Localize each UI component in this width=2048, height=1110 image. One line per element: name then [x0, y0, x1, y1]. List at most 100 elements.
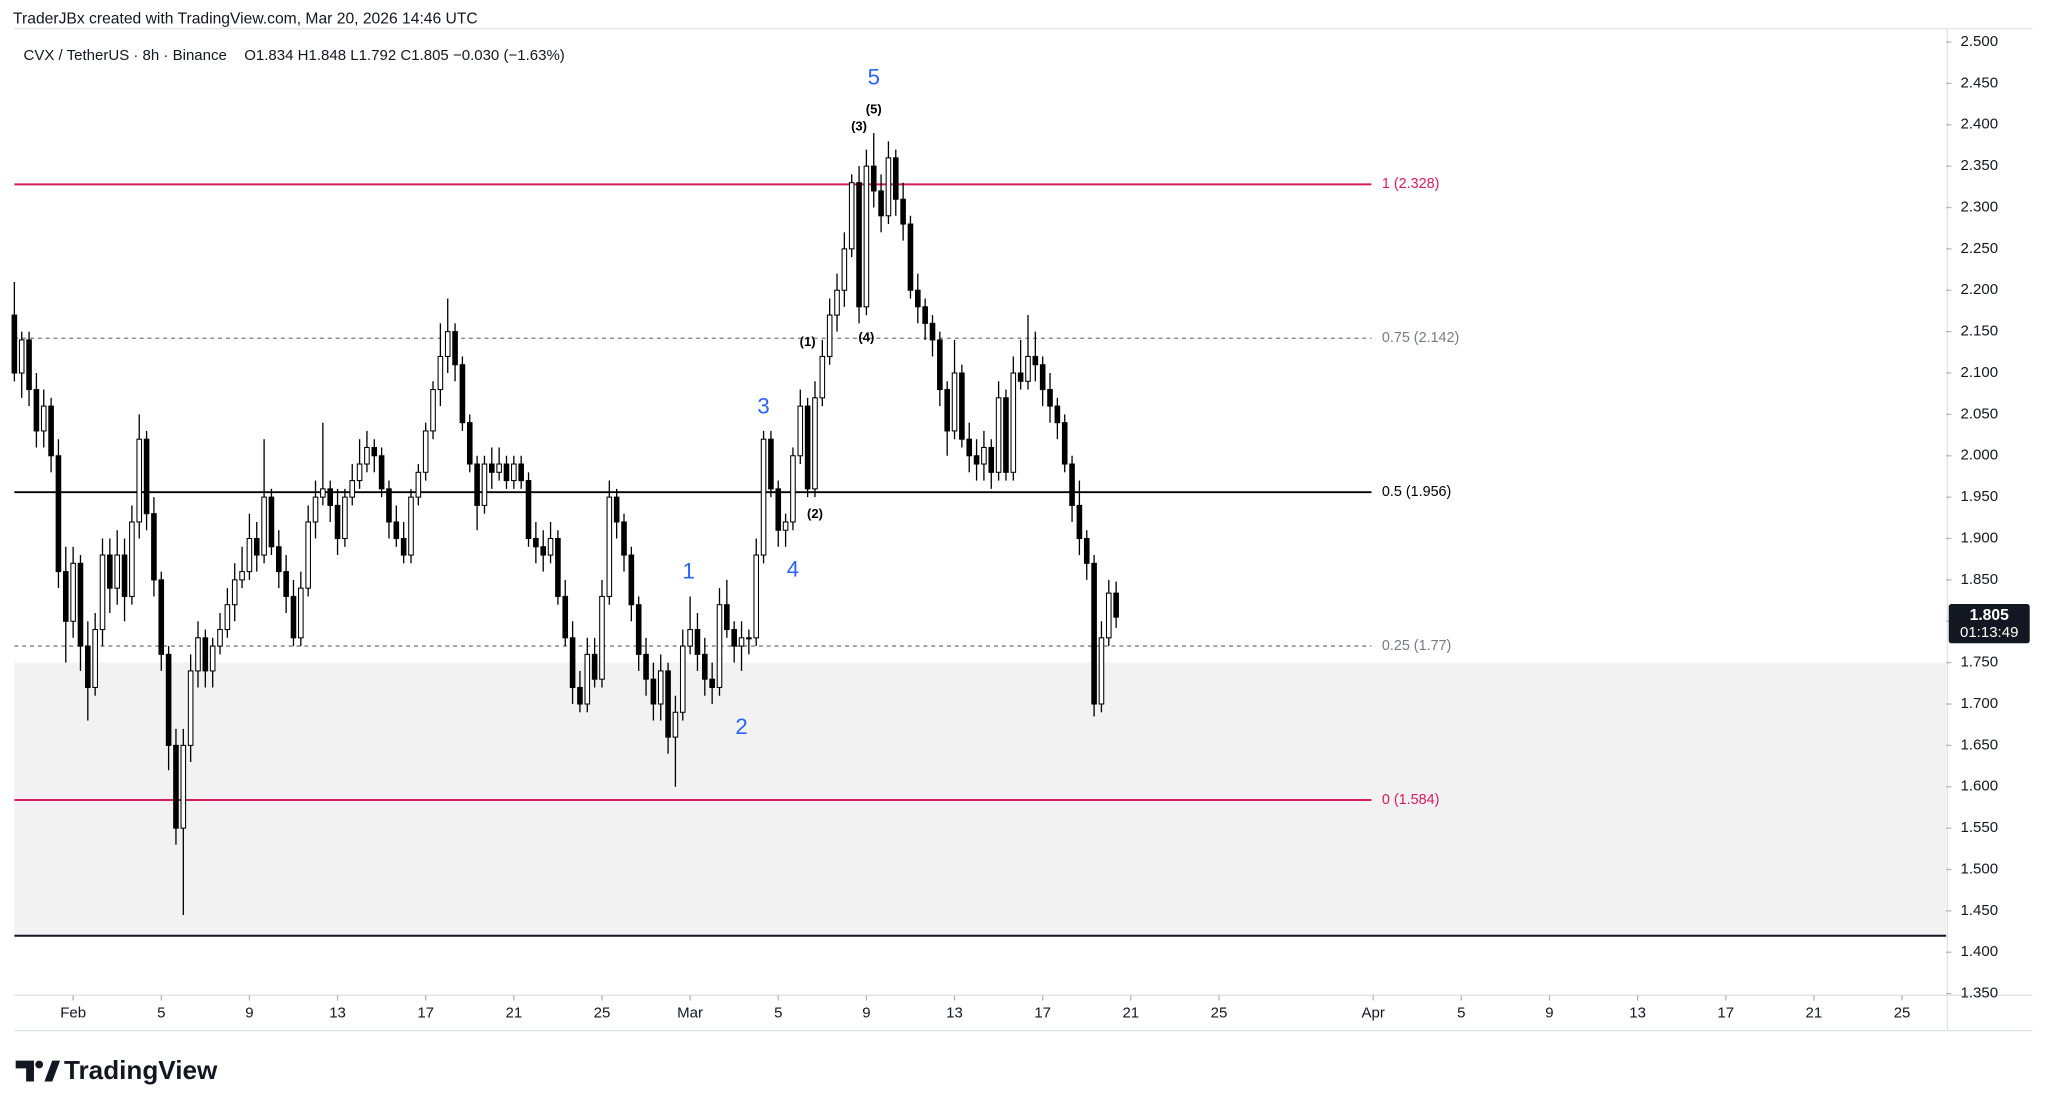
- candle-body: [1003, 397, 1009, 473]
- x-tick-label: 13: [946, 1005, 963, 1022]
- candle-body: [577, 686, 583, 705]
- wave-label: 1: [682, 558, 694, 583]
- candle-body: [606, 496, 613, 597]
- candle-body: [430, 389, 436, 432]
- x-tick-label: Apr: [1362, 1005, 1385, 1022]
- candle-body: [988, 446, 995, 473]
- candle-body: [158, 579, 165, 655]
- y-tick-label: 1.450: [1960, 902, 1998, 919]
- candle-body: [444, 331, 451, 357]
- candle-body: [878, 190, 884, 217]
- y-tick-label: 1.700: [1960, 695, 1998, 712]
- candle-body: [180, 744, 187, 829]
- logo-mark: [15, 1060, 34, 1082]
- candle-body: [268, 496, 275, 548]
- x-tick-label: 17: [417, 1005, 434, 1022]
- y-tick-label: 1.400: [1960, 943, 1998, 960]
- candle-body: [1113, 592, 1119, 618]
- x-tick-label: 17: [1034, 1005, 1051, 1022]
- candle-body: [202, 637, 209, 672]
- y-tick-label: 1.900: [1960, 529, 1998, 546]
- candle-body: [1083, 537, 1090, 564]
- candle-body: [386, 488, 392, 523]
- y-tick-label: 1.550: [1960, 819, 1998, 836]
- candle-body: [400, 537, 407, 556]
- candle-body: [650, 678, 657, 705]
- y-tick-label: 1.600: [1960, 778, 1998, 795]
- candle-body: [716, 604, 723, 688]
- candle-body: [320, 488, 326, 498]
- candle-body: [62, 571, 69, 622]
- subwave-label: (3): [851, 119, 867, 134]
- candle-body: [562, 595, 569, 639]
- candle-body: [481, 463, 488, 506]
- x-tick-label: 5: [1457, 1005, 1465, 1022]
- candle-body: [856, 182, 862, 308]
- candle-body: [408, 496, 414, 556]
- x-tick-label: 25: [1211, 1005, 1228, 1022]
- y-tick-label: 2.500: [1960, 33, 1998, 50]
- candle-body: [459, 364, 466, 424]
- x-tick-label: Mar: [677, 1005, 703, 1022]
- candle-body: [334, 504, 341, 540]
- candle-body: [709, 678, 715, 688]
- fib-label: 0.5 (1.956): [1382, 484, 1451, 500]
- price-tag: [1948, 604, 2030, 644]
- candle-body: [540, 546, 547, 556]
- candle-body: [349, 480, 356, 498]
- header: TraderJBx created with TradingView.com, …: [13, 11, 478, 28]
- x-tick-label: 13: [329, 1005, 346, 1022]
- candle-body: [1032, 355, 1039, 366]
- y-tick-label: 1.650: [1960, 736, 1998, 753]
- subwave-label: (5): [866, 101, 882, 116]
- x-tick-label: 9: [245, 1005, 253, 1022]
- candle-body: [533, 537, 539, 548]
- candle-body: [121, 554, 128, 597]
- candle-body: [922, 306, 928, 324]
- candle-body: [937, 339, 943, 391]
- candle-body: [466, 422, 473, 465]
- candle-body: [790, 455, 796, 523]
- candle-body: [55, 455, 62, 573]
- candle-body: [1054, 405, 1061, 424]
- candle-body: [364, 446, 370, 465]
- candle-body: [283, 571, 289, 597]
- x-tick-label: 25: [594, 1005, 611, 1022]
- candle-body: [312, 496, 319, 523]
- candle-body: [474, 463, 480, 506]
- candle-body: [826, 314, 833, 357]
- y-tick-label: 2.200: [1960, 281, 1998, 298]
- x-tick-label: 21: [1806, 1005, 1823, 1022]
- candle-body: [217, 629, 223, 647]
- candle-body: [275, 546, 282, 573]
- y-tick-label: 2.300: [1960, 198, 1998, 215]
- candle-body: [870, 165, 877, 192]
- candle-body: [907, 223, 914, 291]
- candle-body: [26, 339, 32, 391]
- candle-body: [195, 637, 201, 672]
- candle-body: [488, 463, 495, 473]
- candle-body: [672, 711, 679, 738]
- candle-body: [393, 521, 400, 540]
- y-tick-label: 1.500: [1960, 860, 1998, 877]
- wave-label: 5: [868, 64, 880, 89]
- candle-body: [584, 653, 591, 705]
- candle-body: [753, 554, 760, 639]
- fib-label: 0 (1.584): [1382, 792, 1439, 808]
- subwave-label: (1): [800, 334, 816, 349]
- candle-body: [760, 438, 767, 556]
- candle-body: [613, 496, 620, 523]
- logo-dot: [35, 1060, 44, 1069]
- candle-body: [959, 372, 965, 440]
- candle-body: [496, 463, 502, 473]
- ohlc-legend: O1.834 H1.848 L1.792 C1.805 −0.030 (−1.6…: [244, 47, 565, 64]
- x-tick-label: 5: [774, 1005, 782, 1022]
- y-tick-label: 2.000: [1960, 447, 1998, 464]
- y-tick-label: 2.400: [1960, 116, 1998, 133]
- candle-body: [165, 653, 172, 746]
- y-tick-label: 1.850: [1960, 571, 1998, 588]
- candle-body: [1098, 637, 1105, 705]
- candle-body: [724, 604, 730, 631]
